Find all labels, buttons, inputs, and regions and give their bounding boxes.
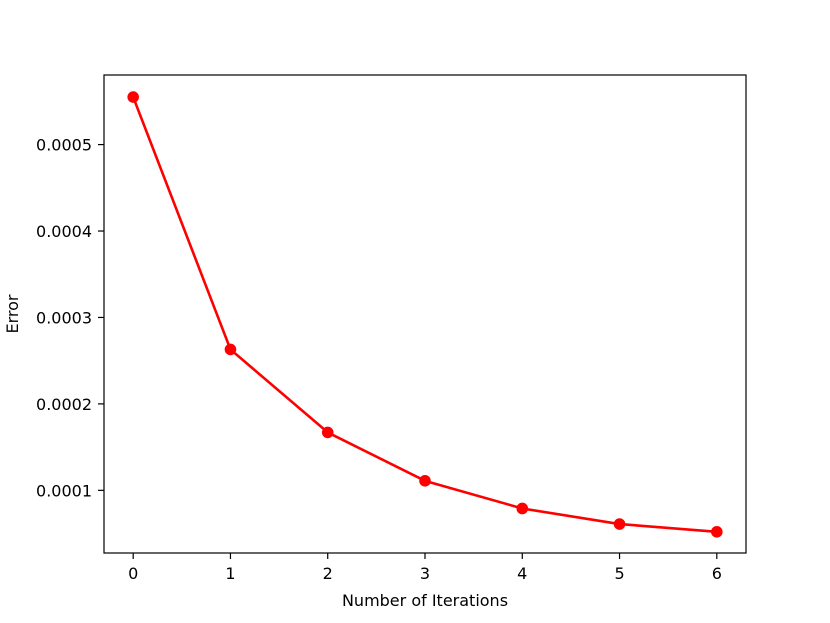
data-point bbox=[321, 426, 334, 439]
data-point bbox=[419, 475, 431, 487]
y-tick-label: 0.0005 bbox=[36, 136, 92, 155]
y-tick-label: 0.0002 bbox=[36, 395, 92, 414]
x-tick-label: 3 bbox=[420, 564, 430, 583]
data-point bbox=[711, 526, 723, 538]
plot-background bbox=[104, 75, 746, 553]
y-tick-label: 0.0003 bbox=[36, 308, 92, 327]
x-axis-ticks: 0 1 2 3 4 5 6 bbox=[128, 553, 722, 583]
x-tick-label: 1 bbox=[225, 564, 235, 583]
y-tick-label: 0.0004 bbox=[36, 222, 92, 241]
x-tick-label: 0 bbox=[128, 564, 138, 583]
y-axis-ticks: 0.0001 0.0002 0.0003 0.0004 0.0005 bbox=[36, 136, 104, 500]
y-tick-label: 0.0001 bbox=[36, 481, 92, 500]
series-layer bbox=[127, 91, 723, 538]
data-point bbox=[127, 91, 139, 103]
x-tick-label: 5 bbox=[614, 564, 624, 583]
data-point bbox=[224, 343, 237, 356]
x-tick-label: 4 bbox=[517, 564, 527, 583]
plot-frame bbox=[103, 74, 747, 554]
x-tick-label: 2 bbox=[323, 564, 333, 583]
x-axis-label: Number of Iterations bbox=[342, 591, 508, 610]
y-axis-label: Error bbox=[3, 294, 22, 333]
data-point bbox=[516, 502, 529, 515]
data-point bbox=[613, 518, 626, 530]
x-tick-label: 6 bbox=[712, 564, 722, 583]
